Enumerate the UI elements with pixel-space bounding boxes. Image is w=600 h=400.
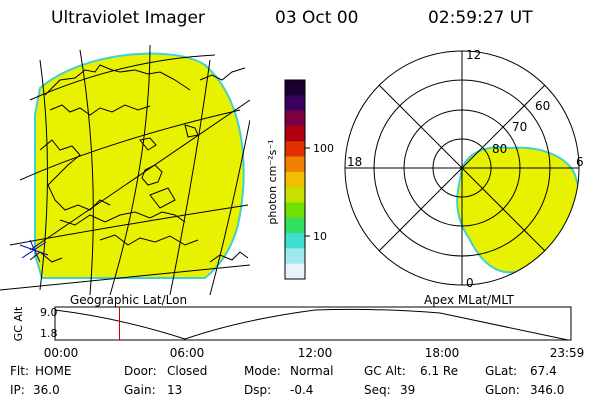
door-value: Closed [167, 364, 208, 378]
mlt-label-12: 12 [466, 48, 481, 62]
time-tick-0600: 06:00 [170, 346, 205, 360]
lat-label-80: 80 [492, 142, 507, 156]
mode-value: Normal [290, 364, 334, 378]
date-label: 03 Oct 00 [275, 8, 359, 28]
coastline [44, 64, 191, 96]
flt-key: Flt: [10, 364, 29, 378]
glon-key: GLon: [485, 383, 520, 397]
left-panel-caption: Geographic Lat/Lon [70, 293, 188, 307]
colorbar-cell [285, 248, 305, 265]
colorbar-cell [285, 95, 305, 112]
time-tick-1800: 18:00 [425, 346, 460, 360]
colorbar-cell [285, 233, 305, 249]
ip-value: 36.0 [33, 383, 60, 397]
dsp-key: Dsp: [244, 383, 272, 397]
dsp-value: -0.4 [290, 383, 314, 397]
colorbar-cell [285, 202, 305, 219]
mlt-label-6: 6 [576, 155, 584, 169]
lat-label-60: 60 [535, 99, 550, 113]
glon-value: 346.0 [530, 383, 565, 397]
time-tick-0000: 00:00 [44, 346, 79, 360]
gcalt-key: GC Alt: [364, 364, 406, 378]
glat-value: 67.4 [530, 364, 557, 378]
y-top-label: 9.0 [40, 306, 58, 319]
mode-key: Mode: [244, 364, 281, 378]
time-tick-2359: 23:59 [550, 346, 585, 360]
mlt-label-0: 0 [466, 276, 474, 290]
gcalt-value: 6.1 Re [420, 364, 459, 378]
colorbar-cell [285, 171, 305, 188]
right-panel-caption: Apex MLat/MLT [424, 293, 514, 307]
time-tick-1200: 12:00 [298, 346, 333, 360]
time-label: 02:59:27 UT [428, 8, 533, 28]
colorbar-cell [285, 141, 305, 158]
seq-value: 39 [400, 383, 416, 397]
colorbar-cell [285, 263, 305, 280]
ip-key: IP: [10, 383, 25, 397]
flt-value: HOME [35, 364, 72, 378]
colorbar-cell [285, 125, 305, 142]
lat-label-70: 70 [512, 120, 527, 134]
colorbar-cell [285, 110, 305, 127]
glat-key: GLat: [485, 364, 518, 378]
gain-key: Gain: [124, 383, 156, 397]
door-key: Door: [124, 364, 157, 378]
mlt-label-18: 18 [347, 155, 362, 169]
colorbar-cell [285, 217, 305, 234]
tick-label-10: 10 [313, 230, 327, 243]
gc-alt-axis-label: GC Alt [12, 306, 25, 341]
colorbar-cell [285, 80, 305, 96]
tick-label-100: 100 [313, 142, 334, 155]
gc-alt-curve [54, 308, 569, 341]
colorbar-cell [285, 187, 305, 203]
seq-key: Seq: [364, 383, 391, 397]
y-bottom-label: 1.8 [40, 327, 58, 340]
gain-value: 13 [167, 383, 183, 397]
app-title: Ultraviolet Imager [51, 8, 205, 28]
colorbar-unit-label: photon cm⁻²s⁻¹ [266, 139, 279, 224]
colorbar-cell [285, 156, 305, 173]
